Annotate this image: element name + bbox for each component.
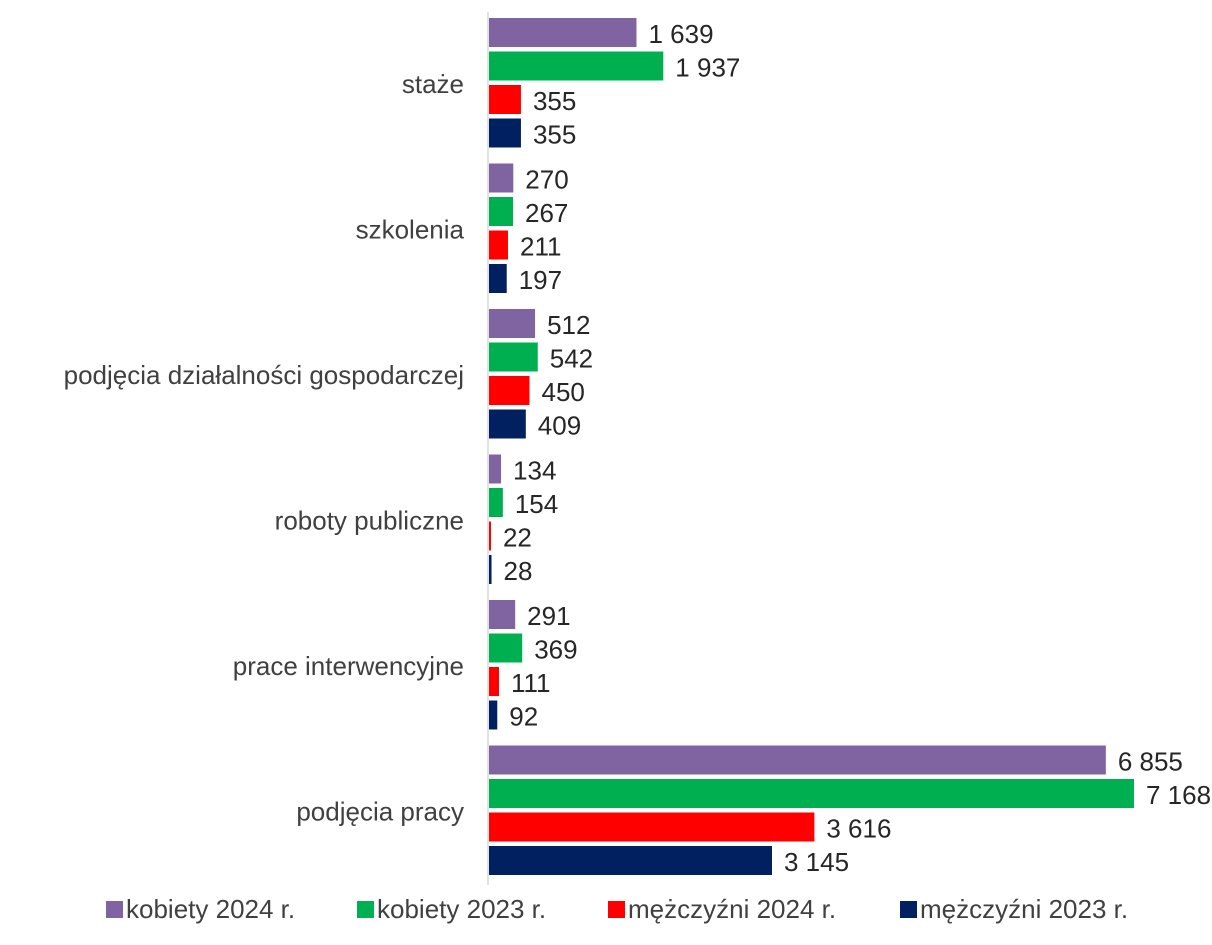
category-label: prace interwencyjne: [233, 651, 464, 681]
bar: [489, 85, 521, 114]
data-label: 134: [513, 456, 556, 486]
bar: [489, 745, 1106, 775]
category-label: stażе: [402, 69, 464, 99]
data-label: 111: [511, 668, 551, 698]
bar: [489, 264, 507, 293]
bar: [489, 846, 772, 875]
bar: [489, 309, 536, 338]
data-label: 6 855: [1118, 747, 1183, 777]
data-label: 409: [538, 411, 581, 441]
bar: [489, 18, 637, 47]
data-label: 92: [509, 702, 538, 732]
category-labels-layer: stażе szkolenia podjęcia działalności gosp…: [64, 69, 465, 827]
bar: [489, 409, 526, 439]
bar: [489, 51, 664, 81]
data-label: 355: [533, 120, 576, 150]
bar: [489, 667, 499, 696]
data-label: 3 616: [826, 814, 891, 844]
legend-swatch: [357, 901, 374, 918]
bars-layer: [489, 18, 1134, 875]
legend-label: kobiety 2024 r.: [126, 894, 295, 924]
legend-swatch: [608, 901, 625, 918]
data-label: 267: [525, 198, 568, 228]
data-label: 291: [527, 601, 570, 631]
data-label: 3 145: [784, 847, 849, 877]
bar: [489, 812, 815, 842]
data-label: 1 639: [648, 19, 713, 49]
legend-swatch: [106, 901, 123, 918]
bar: [489, 633, 523, 663]
legend-label: mężczyźni 2024 r.: [628, 894, 836, 924]
data-label: 512: [547, 310, 590, 340]
category-label: roboty publiczne: [275, 506, 464, 536]
bar: [489, 600, 516, 629]
bar: [489, 197, 514, 226]
bar: [489, 488, 503, 517]
bar: [489, 342, 538, 372]
data-label: 270: [525, 165, 568, 195]
data-label: 369: [534, 635, 577, 665]
data-label: 211: [520, 232, 561, 262]
legend-swatch: [900, 901, 917, 918]
data-label: 154: [515, 489, 558, 519]
category-label: podjęcia działalności gospodarczej: [64, 360, 464, 390]
bar: [489, 555, 492, 584]
bar: [489, 118, 521, 148]
data-label: 1 937: [675, 53, 740, 83]
bar: [489, 376, 530, 405]
data-label: 197: [519, 265, 562, 295]
bar: [489, 700, 498, 730]
bar: [489, 230, 508, 260]
data-label: 28: [504, 556, 533, 586]
legend: kobiety 2024 r. kobiety 2023 r. mężczyźni …: [106, 894, 1128, 924]
data-label: 450: [541, 377, 584, 407]
legend-label: mężczyźni 2023 r.: [920, 894, 1128, 924]
legend-label: kobiety 2023 r.: [377, 894, 546, 924]
data-label: 7 168: [1146, 780, 1211, 810]
bar: [489, 521, 491, 551]
bar: [489, 779, 1134, 808]
category-label: szkolenia: [356, 215, 465, 245]
bar: [489, 454, 502, 484]
data-label: 542: [550, 344, 593, 374]
category-label: podjęcia pracy: [296, 797, 464, 827]
bar: [489, 163, 514, 193]
data-label: 22: [503, 523, 532, 553]
data-label: 355: [533, 86, 576, 116]
